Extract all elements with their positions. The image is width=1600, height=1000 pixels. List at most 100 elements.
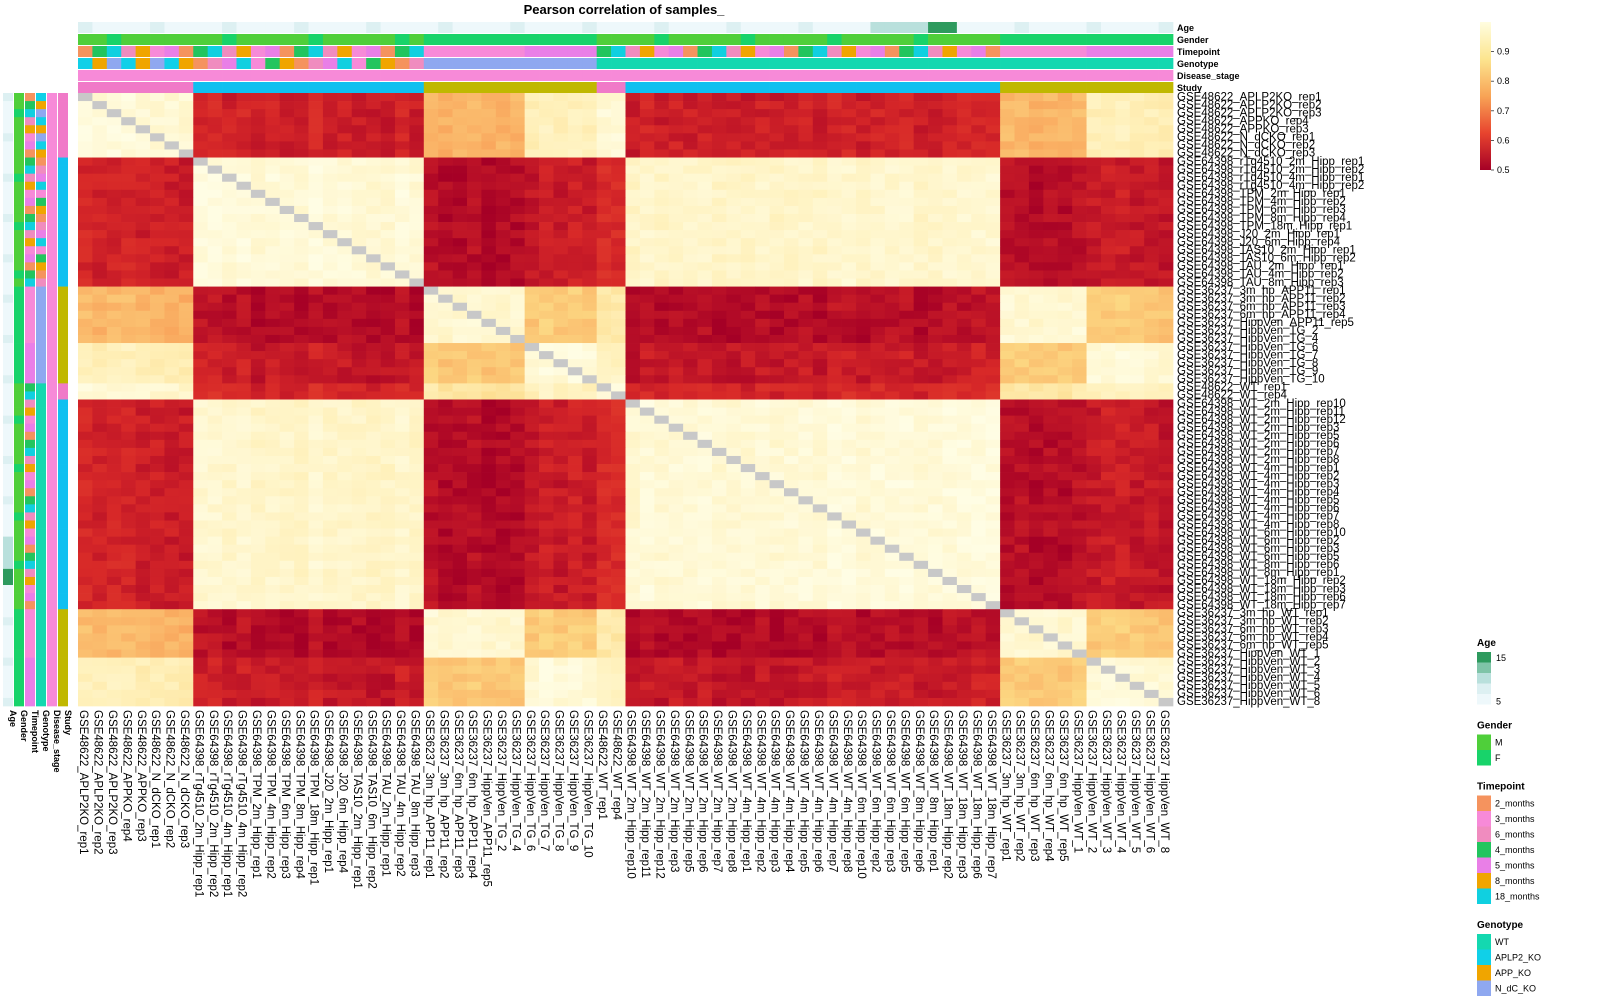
heatmap-cell bbox=[913, 415, 929, 425]
annotation-cell-genotype bbox=[135, 58, 151, 69]
heatmap-cell bbox=[567, 93, 583, 102]
heatmap-cell bbox=[956, 488, 972, 497]
heatmap-cell bbox=[524, 310, 540, 320]
annotation-cell-timepoint bbox=[25, 689, 35, 699]
annotation-cell-age bbox=[92, 22, 108, 33]
heatmap-cell bbox=[1129, 181, 1145, 191]
heatmap-cell bbox=[971, 262, 987, 271]
heatmap-cell bbox=[942, 407, 958, 416]
annotation-cell-study bbox=[884, 82, 900, 93]
heatmap-cell bbox=[78, 480, 93, 489]
heatmap-cell bbox=[279, 351, 295, 360]
heatmap-cell bbox=[322, 278, 338, 287]
annotation-cell-age bbox=[3, 488, 13, 497]
annotation-cell-disease_stage bbox=[539, 70, 554, 81]
heatmap-cell bbox=[1028, 318, 1044, 328]
annotation-cell-disease_stage bbox=[495, 70, 511, 81]
heatmap-cell bbox=[1072, 189, 1087, 199]
heatmap-cell bbox=[1000, 415, 1015, 425]
heatmap-cell bbox=[1014, 278, 1030, 287]
annotation-cell-age bbox=[956, 22, 972, 33]
annotation-cell-timepoint bbox=[899, 46, 915, 57]
heatmap-cell bbox=[510, 310, 525, 320]
heatmap-cell bbox=[1100, 399, 1116, 408]
heatmap-cell bbox=[942, 286, 958, 295]
heatmap-cell bbox=[827, 480, 842, 489]
annotation-cell-study bbox=[58, 439, 68, 449]
annotation-cell-gender bbox=[798, 34, 814, 45]
heatmap-cell bbox=[755, 93, 770, 102]
heatmap-cell bbox=[337, 93, 353, 102]
heatmap-cell bbox=[510, 496, 525, 505]
heatmap-cell bbox=[697, 504, 713, 513]
annotation-cell-genotype bbox=[36, 689, 46, 699]
heatmap-cell bbox=[553, 246, 569, 255]
heatmap-cell bbox=[1144, 472, 1159, 481]
heatmap-cell bbox=[467, 504, 482, 513]
heatmap-cell bbox=[467, 246, 482, 255]
heatmap-cell bbox=[423, 302, 439, 312]
heatmap-cell bbox=[524, 294, 540, 304]
heatmap-cell bbox=[654, 93, 670, 102]
heatmap-cell bbox=[582, 141, 598, 150]
heatmap-cell bbox=[495, 189, 511, 199]
annotation-cell-disease_stage bbox=[942, 70, 958, 81]
heatmap-cell bbox=[322, 423, 338, 433]
heatmap-cell bbox=[164, 149, 180, 158]
annotation-cell-timepoint bbox=[856, 46, 871, 57]
heatmap-cell bbox=[539, 93, 554, 102]
heatmap-cell bbox=[711, 310, 727, 320]
heatmap-cell bbox=[697, 117, 713, 126]
annotation-cell-gender bbox=[366, 34, 381, 45]
annotation-cell-timepoint bbox=[812, 46, 828, 57]
heatmap-cell bbox=[1158, 359, 1174, 368]
heatmap-cell bbox=[1144, 141, 1159, 150]
heatmap-cell bbox=[755, 391, 770, 400]
annotation-cell-genotype bbox=[36, 504, 46, 513]
heatmap-cell bbox=[913, 93, 929, 102]
heatmap-cell bbox=[668, 117, 684, 126]
heatmap-cell bbox=[956, 173, 972, 183]
heatmap-cell bbox=[150, 197, 165, 207]
annotation-cell-gender bbox=[14, 504, 24, 513]
annotation-cell-gender bbox=[1100, 34, 1116, 45]
heatmap-cell bbox=[611, 504, 626, 513]
annotation-cell-disease_stage bbox=[47, 399, 57, 408]
heatmap-cell bbox=[553, 472, 569, 481]
heatmap-cell bbox=[1129, 286, 1145, 295]
annotation-cell-genotype bbox=[36, 230, 46, 239]
heatmap-cell bbox=[250, 165, 266, 175]
heatmap-cell bbox=[135, 504, 151, 513]
heatmap-cell bbox=[1100, 447, 1116, 457]
heatmap-cell bbox=[294, 246, 309, 255]
heatmap-cell bbox=[856, 318, 871, 328]
heatmap-cell bbox=[524, 367, 540, 376]
heatmap-cell bbox=[856, 423, 871, 433]
heatmap-cell bbox=[553, 230, 569, 239]
heatmap-cell bbox=[1043, 407, 1059, 416]
heatmap-cell bbox=[135, 197, 151, 207]
heatmap-cell bbox=[380, 480, 396, 489]
heatmap-cell bbox=[236, 480, 252, 489]
heatmap-cell bbox=[452, 504, 468, 513]
heatmap-cell bbox=[654, 302, 670, 312]
heatmap-cell bbox=[783, 488, 799, 497]
annotation-cell-gender bbox=[14, 576, 24, 586]
heatmap-cell bbox=[596, 504, 612, 513]
heatmap-cell bbox=[1043, 286, 1059, 295]
annotation-cell-age bbox=[3, 520, 13, 529]
heatmap-cell bbox=[928, 262, 943, 271]
annotation-cell-age bbox=[3, 665, 13, 675]
heatmap-cell bbox=[1000, 310, 1015, 320]
heatmap-cell bbox=[207, 222, 223, 231]
heatmap-cell bbox=[467, 181, 482, 191]
heatmap-cell bbox=[106, 222, 122, 231]
heatmap-cell bbox=[1014, 93, 1030, 102]
heatmap-cell bbox=[265, 520, 281, 529]
heatmap-cell bbox=[121, 431, 136, 441]
heatmap-cell bbox=[1072, 391, 1087, 400]
heatmap-cell bbox=[467, 109, 482, 118]
heatmap-cell bbox=[92, 326, 108, 336]
heatmap-cell bbox=[611, 480, 626, 489]
heatmap-cell bbox=[611, 173, 626, 183]
